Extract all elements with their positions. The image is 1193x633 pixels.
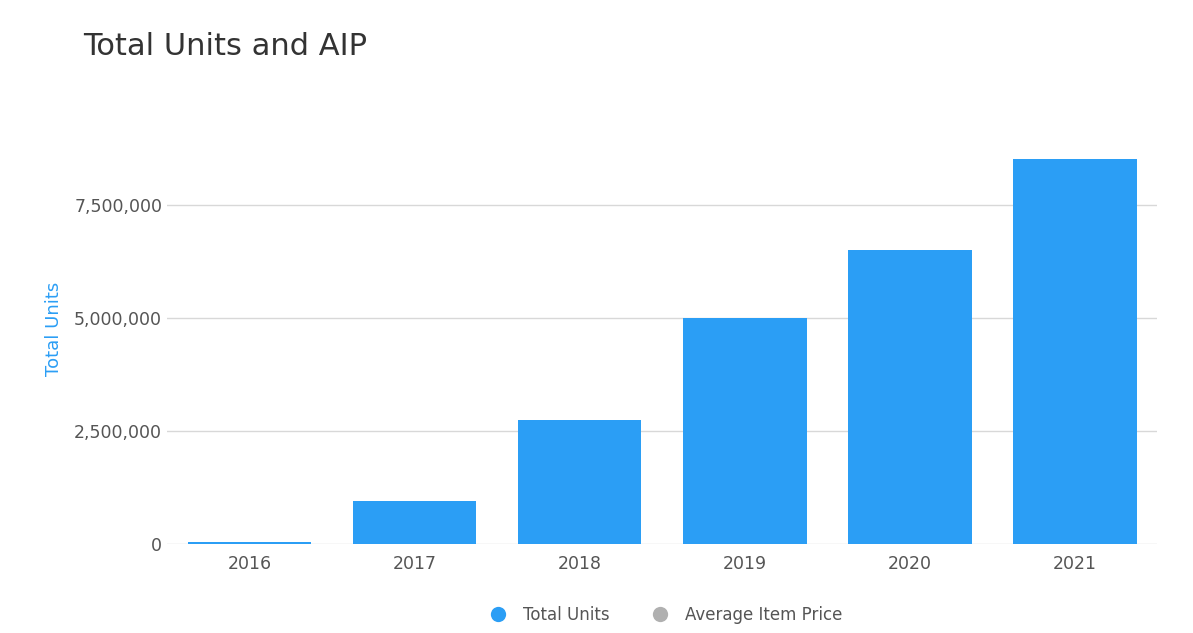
Bar	[682, 318, 806, 544]
Bar	[187, 542, 311, 544]
Y-axis label: Total Units: Total Units	[45, 282, 63, 376]
Bar	[848, 250, 971, 544]
Bar	[353, 501, 476, 544]
Text: Total Units and AIP: Total Units and AIP	[84, 32, 367, 61]
Bar	[518, 420, 642, 544]
Bar	[1013, 160, 1137, 544]
Legend: Total Units, Average Item Price: Total Units, Average Item Price	[475, 599, 849, 630]
